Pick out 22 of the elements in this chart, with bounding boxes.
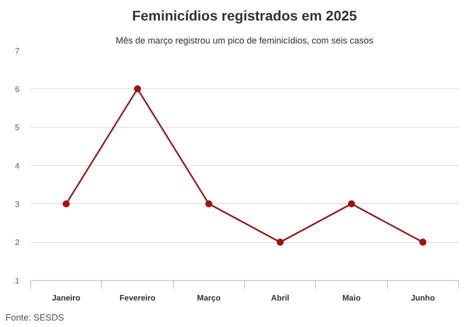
chart-title: Feminicídios registrados em 2025: [132, 8, 358, 24]
x-tick-label: Abril: [271, 294, 290, 302]
x-tick-label: Fevereiro: [119, 294, 156, 302]
y-tick-label: 5: [15, 123, 20, 132]
y-tick-label: 3: [15, 200, 20, 209]
x-tick-label: Janeiro: [52, 294, 81, 302]
point: [62, 200, 70, 208]
y-tick-label: 7: [15, 46, 20, 56]
chart-subtitle: Mês de março registrou um pico de feminicídios, com seis casos: [116, 36, 374, 46]
y-tick-label: 4: [15, 162, 20, 170]
y-tick-label: 1: [15, 276, 20, 286]
x-tick-label: Março: [197, 294, 221, 302]
point: [276, 238, 284, 246]
source-note: Fonte: SESDS: [6, 312, 64, 322]
x-tick-label: Junho: [410, 294, 435, 302]
y-tick-label: 6: [15, 84, 20, 94]
point: [205, 200, 212, 208]
y-tick-label: 2: [15, 238, 20, 248]
point: [348, 200, 355, 208]
point: [419, 238, 426, 246]
point: [134, 85, 141, 92]
x-tick-label: Maio: [342, 294, 361, 302]
